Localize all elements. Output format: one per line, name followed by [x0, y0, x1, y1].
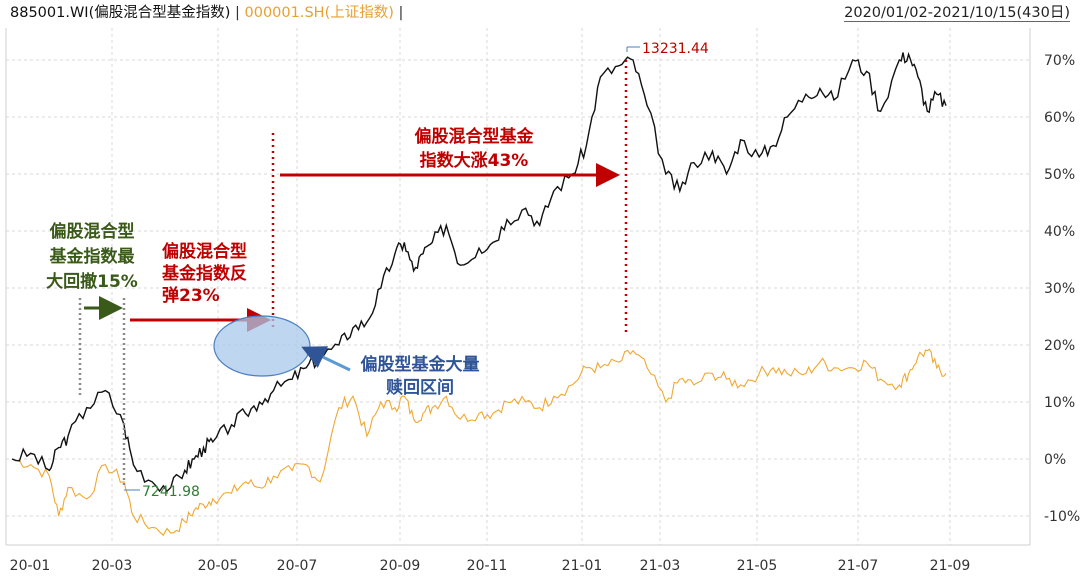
- y-tick-label: 70%: [1044, 53, 1075, 69]
- redemption-callout: 偏股型基金大量: [361, 354, 480, 375]
- rebound-callout: 弹23%: [162, 285, 220, 306]
- y-tick-label: 60%: [1044, 110, 1075, 126]
- date-range-label[interactable]: 2020/01/02-2021/10/15(430日): [844, 5, 1070, 22]
- separator: |: [393, 5, 404, 21]
- x-tick-label: 21-09: [930, 558, 971, 574]
- drawdown-callout: 偏股混合型: [50, 221, 135, 242]
- series-title: 885001.WI(偏股混合型基金指数) | 000001.SH(上证指数) |: [10, 0, 403, 26]
- x-tick-label: 21-01: [562, 558, 603, 574]
- drawdown-callout: 基金指数最: [49, 246, 136, 267]
- trough-value-label: 7241.98: [142, 484, 200, 500]
- chart-header: 885001.WI(偏股混合型基金指数) | 000001.SH(上证指数) |…: [0, 0, 1080, 26]
- x-tick-label: 20-11: [467, 558, 508, 574]
- series2-title[interactable]: 000001.SH(上证指数): [244, 5, 394, 21]
- date-range[interactable]: 2020/01/02-2021/10/15(430日): [844, 0, 1070, 26]
- y-tick-label: 10%: [1044, 395, 1075, 411]
- y-tick-label: 50%: [1044, 167, 1075, 183]
- x-tick-label: 21-05: [737, 558, 778, 574]
- rebound-callout: 基金指数反: [161, 263, 247, 284]
- y-tick-label: 40%: [1044, 224, 1075, 240]
- y-tick-label: -10%: [1044, 509, 1080, 525]
- redemption-callout: 赎回区间: [386, 377, 454, 398]
- drawdown-callout: 大回撤15%: [46, 271, 138, 292]
- x-tick-label: 20-05: [198, 558, 239, 574]
- x-tick-label: 20-07: [277, 558, 318, 574]
- x-tick-label: 20-01: [10, 558, 51, 574]
- x-tick-label: 21-07: [838, 558, 879, 574]
- rebound-callout: 偏股混合型: [162, 241, 247, 262]
- y-tick-label: 0%: [1044, 452, 1066, 468]
- series-line-sse: [11, 348, 947, 537]
- y-tick-label: 30%: [1044, 281, 1075, 297]
- series1-title[interactable]: 885001.WI(偏股混合型基金指数): [10, 5, 231, 21]
- x-tick-label: 20-09: [380, 558, 421, 574]
- series-line-fund-index: [11, 51, 947, 493]
- redemption-arrow: [301, 346, 351, 372]
- y-tick-label: 20%: [1044, 338, 1075, 354]
- peak-value-label: 13231.44: [642, 41, 709, 57]
- separator: |: [230, 5, 245, 21]
- surge-callout: 偏股混合型基金: [415, 126, 535, 147]
- surge-callout: 指数大涨43%: [420, 150, 529, 171]
- x-tick-label: 21-03: [640, 558, 681, 574]
- x-tick-label: 20-03: [92, 558, 133, 574]
- redemption-zone: [213, 315, 311, 377]
